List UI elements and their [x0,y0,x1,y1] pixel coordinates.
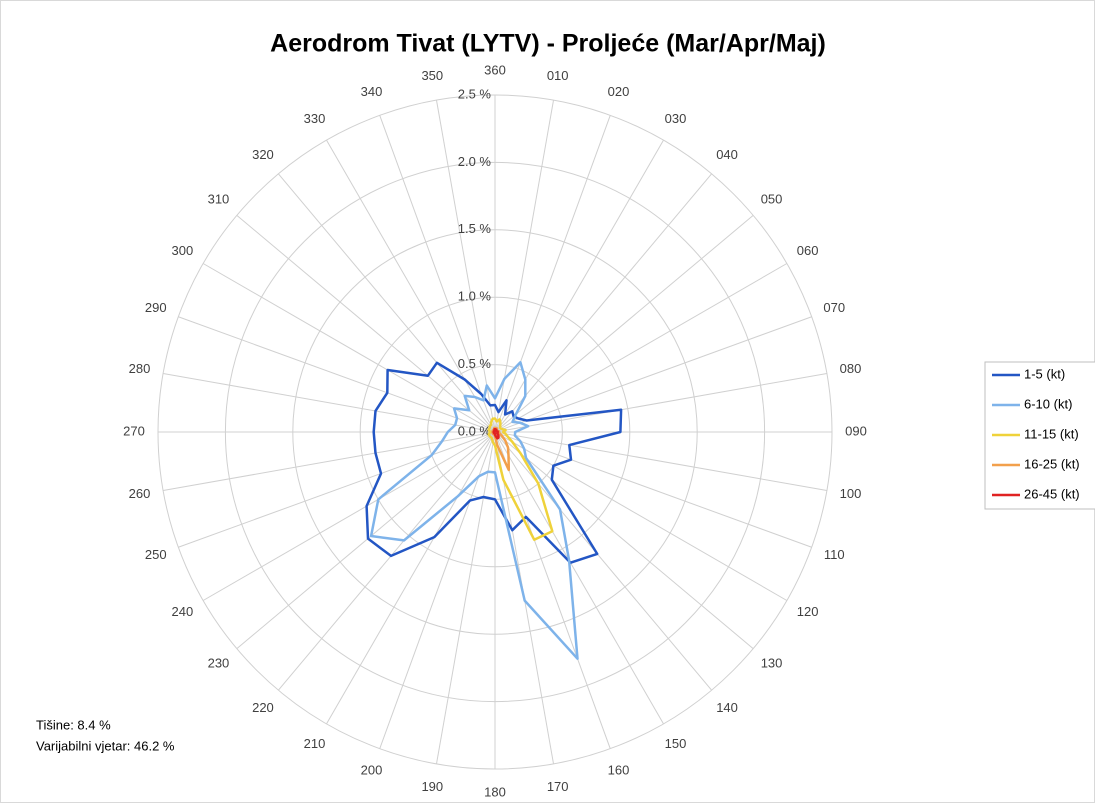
category-label: 250 [145,547,167,562]
spoke [163,431,496,492]
spoke [236,431,496,650]
spoke [494,372,827,433]
category-label: 290 [145,300,167,315]
category-label: 230 [208,655,230,670]
category-label: 120 [797,604,819,619]
category-label: 190 [421,779,443,794]
series-line [487,417,554,541]
category-label: 020 [608,84,630,99]
r-tick-label: 0.5 % [458,356,492,371]
series-line [365,361,623,564]
category-label: 040 [716,147,738,162]
spoke [326,431,496,725]
spoke [435,431,496,764]
category-label: 170 [547,779,569,794]
category-label: 310 [208,191,230,206]
spoke [494,115,611,433]
spoke [494,173,713,433]
spoke [494,139,664,433]
annotation: Tišine: 8.4 % [36,717,111,732]
r-tick-label: 1.5 % [458,221,492,236]
category-label: 100 [840,486,862,501]
category-label: 090 [845,423,867,438]
category-label: 270 [123,423,145,438]
category-label: 350 [421,68,443,83]
spoke [435,100,496,433]
r-tick-label: 1.0 % [458,289,492,304]
grid-ring [359,296,631,568]
category-label: 360 [484,62,506,77]
category-label: 150 [665,736,687,751]
category-label: 130 [761,655,783,670]
grid-ring [292,229,698,635]
r-tick-label: 2.0 % [458,154,492,169]
category-label: 220 [252,700,274,715]
spoke [236,214,496,433]
spoke [163,372,496,433]
spoke [494,431,664,725]
category-label: 060 [797,243,819,258]
category-label: 160 [608,763,630,778]
category-label: 030 [665,111,687,126]
spoke [494,316,812,433]
spoke [494,431,611,749]
category-label: 240 [172,604,194,619]
category-label: 070 [823,300,845,315]
spoke [379,431,496,749]
category-label: 010 [547,68,569,83]
spoke [494,431,754,650]
spoke [202,263,496,433]
category-label: 300 [172,243,194,258]
category-label: 080 [840,361,862,376]
spoke [494,263,788,433]
spoke [326,139,496,433]
spoke [494,214,754,433]
category-label: 340 [361,84,383,99]
series-line [369,361,579,660]
category-label: 180 [484,784,506,799]
series-line [492,428,500,440]
spoke [277,431,496,691]
spoke [202,431,496,601]
spoke [494,431,827,492]
grid-ring [224,161,766,703]
spoke [494,431,713,691]
legend-label: 6-10 (kt) [1024,396,1072,411]
spoke [494,100,555,433]
legend-label: 1-5 (kt) [1024,366,1065,381]
r-tick-label: 0.0 % [458,423,492,438]
spoke [277,173,496,433]
category-label: 110 [824,547,845,562]
category-label: 050 [761,191,783,206]
category-label: 260 [129,486,151,501]
category-label: 330 [304,111,326,126]
legend-label: 26-45 (kt) [1024,486,1080,501]
spoke [379,115,496,433]
legend-label: 16-25 (kt) [1024,456,1080,471]
category-label: 210 [304,736,326,751]
category-label: 280 [129,361,151,376]
category-label: 320 [252,147,274,162]
spoke [178,431,496,548]
annotation: Varijabilni vjetar: 46.2 % [36,738,175,753]
r-tick-label: 2.5 % [458,86,492,101]
spoke [494,431,812,548]
chart-title: Aerodrom Tivat (LYTV) - Proljeće (Mar/Ap… [270,30,826,58]
spoke [494,431,788,601]
category-label: 200 [361,763,383,778]
grid-ring [157,94,833,770]
spoke [178,316,496,433]
legend-label: 11-15 (kt) [1024,426,1079,441]
category-label: 140 [716,700,738,715]
